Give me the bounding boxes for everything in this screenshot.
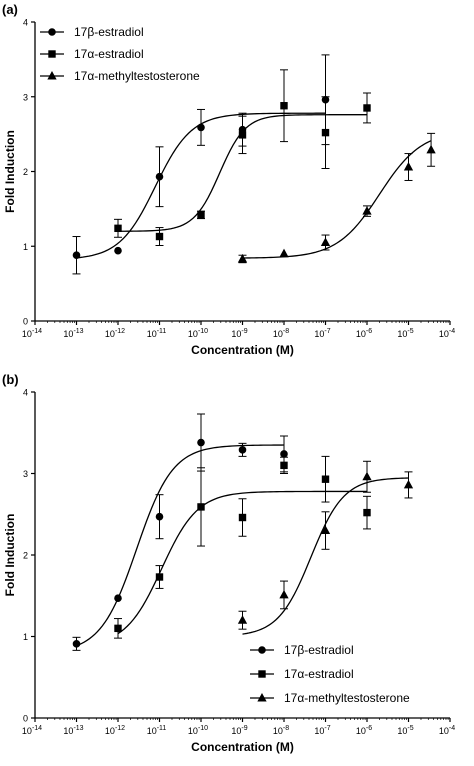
series-circle (72, 54, 330, 275)
x-tick-label: 10-4 (439, 725, 455, 736)
x-tick-label: 10-5 (397, 328, 413, 339)
y-tick-label: 2 (23, 551, 28, 561)
panel-label: (a) (2, 2, 18, 17)
data-point (197, 438, 205, 447)
data-point (114, 594, 122, 602)
data-point (238, 131, 247, 139)
data-point (114, 224, 122, 233)
y-tick-label: 3 (23, 92, 28, 102)
series-triangle (237, 460, 414, 635)
series-square (114, 455, 371, 639)
legend-entry: 17α-methyltestosterone (284, 691, 410, 705)
x-axis-title: Concentration (M) (191, 740, 294, 754)
panel-a: (a) 0 1 2 3 4 10-14 10-13 10-12 10-11 10-10 10-9 10-… (2, 2, 455, 357)
data-point (197, 503, 205, 511)
x-tick-label: 10-13 (63, 328, 83, 339)
y-axis-title: Fold Induction (3, 130, 17, 213)
series-square (114, 69, 371, 247)
x-tick-label: 10-5 (397, 725, 413, 736)
data-point (72, 640, 81, 648)
data-point (426, 144, 436, 154)
y-tick-label: 1 (23, 242, 28, 252)
y-tick-label: 0 (23, 714, 28, 724)
x-tick-label: 10-7 (314, 328, 330, 339)
legend-marker (258, 670, 266, 678)
x-tick-label: 10-14 (22, 328, 42, 339)
x-tick-label: 10-10 (188, 725, 208, 736)
legend: 17β-estradiol 17α-estradiol 17α-methyltest… (250, 643, 410, 705)
legend-marker (48, 50, 56, 58)
y-tick-label: 4 (23, 18, 28, 28)
data-point (197, 211, 205, 219)
data-point (363, 508, 371, 517)
legend-entry: 17α-methyltestosterone (74, 69, 200, 83)
legend-entry: 17β-estradiol (284, 643, 354, 657)
data-point (362, 206, 372, 215)
x-tick-label: 10-6 (356, 328, 372, 339)
y-tick-label: 2 (23, 167, 28, 177)
data-point (321, 475, 330, 483)
x-tick-label: 10-9 (231, 328, 247, 339)
fit-curve (76, 444, 285, 647)
data-point (403, 479, 414, 489)
x-tick-label: 10-13 (63, 725, 83, 736)
data-point (279, 248, 289, 258)
x-tick-label: 10-12 (105, 725, 125, 736)
series-circle (72, 413, 288, 651)
data-point (363, 104, 371, 112)
x-axis-title: Concentration (M) (191, 343, 294, 357)
data-point (155, 232, 164, 241)
data-point (197, 123, 205, 132)
y-axis-title: Fold Induction (3, 514, 17, 597)
data-point (114, 624, 122, 633)
data-point (238, 513, 247, 522)
legend-entry: 17α-estradiol (284, 667, 354, 681)
y-tick-label: 0 (23, 317, 28, 327)
data-point (155, 172, 164, 181)
x-tick-label: 10-9 (231, 725, 247, 736)
data-point (321, 128, 330, 137)
data-point (237, 253, 248, 263)
x-tick-label: 10-11 (147, 725, 167, 736)
x-tick-label: 10-14 (22, 725, 42, 736)
fit-curve (242, 140, 432, 259)
x-tick-label: 10-12 (105, 328, 125, 339)
data-point (279, 589, 289, 599)
data-point (280, 450, 288, 458)
data-point (155, 512, 164, 521)
data-point (280, 461, 288, 470)
x-tick-label: 10-10 (188, 328, 208, 339)
panel-label: (b) (2, 372, 19, 387)
data-point (320, 525, 331, 535)
x-tick-label: 10-7 (314, 725, 330, 736)
legend-entry: 17β-estradiol (74, 25, 144, 39)
x-tick-label: 10-8 (273, 328, 289, 339)
data-point (237, 615, 248, 624)
x-tick-label: 10-6 (356, 725, 372, 736)
series-triangle (237, 132, 436, 264)
x-tick-label: 10-11 (147, 328, 167, 339)
x-tick-label: 10-4 (439, 328, 455, 339)
legend-marker (47, 70, 57, 80)
data-point (280, 102, 288, 110)
y-tick-label: 4 (23, 388, 28, 398)
legend-marker (258, 646, 266, 654)
data-point (320, 237, 331, 247)
legend: 17β-estradiol 17α-estradiol 17α-methyltest… (40, 25, 200, 83)
data-point (362, 471, 372, 481)
data-point (238, 446, 247, 454)
data-point (155, 573, 164, 581)
y-tick-label: 1 (23, 632, 28, 642)
y-tick-label: 3 (23, 469, 28, 479)
x-tick-label: 10-8 (273, 725, 289, 736)
panel-b: (b) 0 1 2 3 4 10-14 10-13 10-12 10-11 10-10 10-9 10-… (2, 372, 455, 754)
legend-marker (257, 692, 267, 702)
data-point (403, 161, 414, 171)
data-point (72, 251, 81, 260)
legend-marker (48, 28, 56, 36)
data-point (114, 246, 122, 255)
legend-entry: 17α-estradiol (74, 47, 144, 61)
